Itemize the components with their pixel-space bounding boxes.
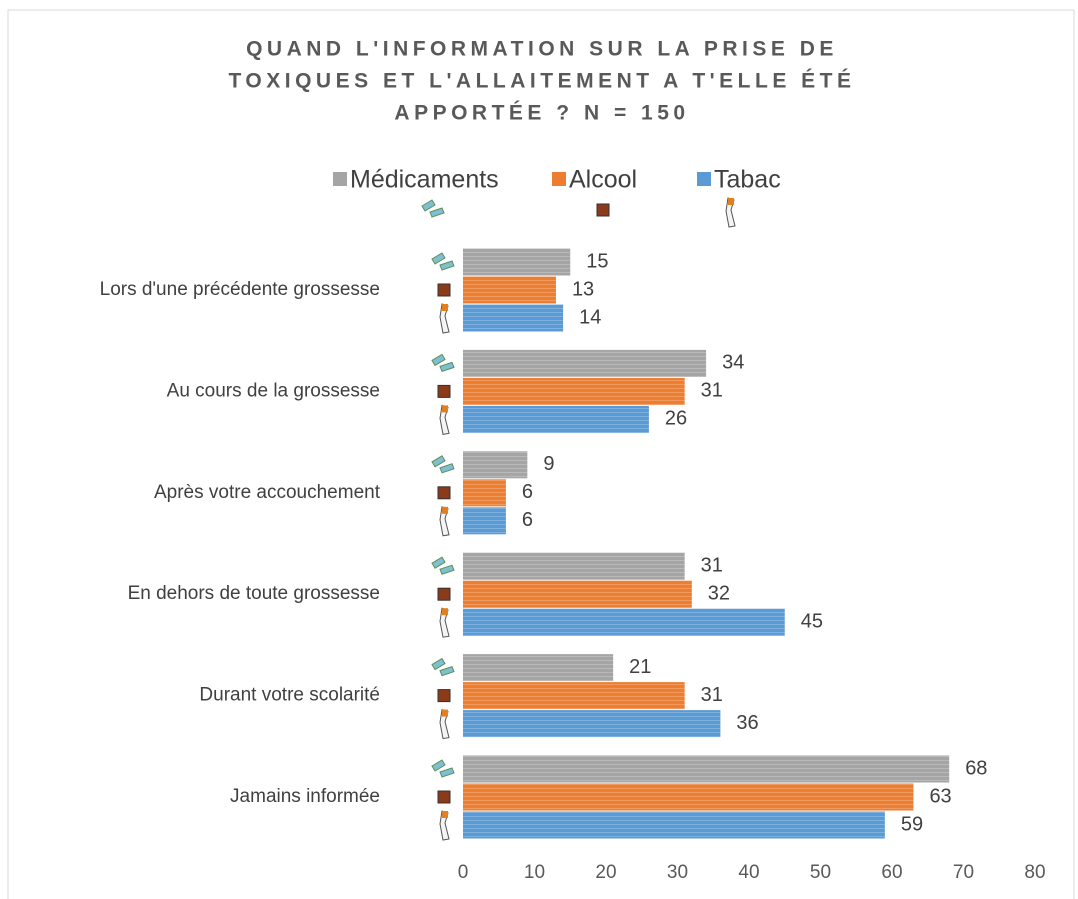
value-label: 6: [522, 509, 533, 531]
value-label: 68: [965, 757, 987, 779]
icon: [442, 709, 448, 717]
legend-swatch: [333, 172, 347, 186]
bar-texture: [463, 783, 914, 811]
bar-texture: [463, 811, 885, 839]
icon: [431, 252, 455, 271]
x-tick-label: 10: [524, 862, 545, 883]
icon: [728, 198, 734, 205]
bar-texture: [463, 349, 707, 377]
x-tick-label: 50: [810, 862, 831, 883]
category-label: En dehors de toute grossesse: [128, 583, 380, 604]
bar-texture: [463, 405, 649, 433]
icon: [437, 486, 451, 500]
bar-texture: [463, 377, 685, 405]
icon: [437, 384, 451, 398]
x-tick-label: 70: [953, 862, 974, 883]
category-label: Au cours de la grossesse: [167, 380, 380, 401]
bar-texture: [463, 479, 506, 507]
bar-texture: [463, 451, 528, 479]
value-label: 31: [701, 380, 723, 402]
chart-title: TOXIQUES ET L'ALLAITEMENT A T'ELLE ÉTÉ: [228, 70, 855, 93]
category-label: Durant votre scolarité: [199, 685, 380, 706]
icon: [442, 608, 448, 616]
legend-label: Alcool: [569, 166, 637, 194]
value-label: 32: [708, 582, 730, 604]
icon: [431, 657, 455, 677]
value-label: 6: [522, 481, 533, 503]
bar-texture: [463, 710, 721, 738]
value-label: 26: [665, 408, 687, 430]
icon: [431, 556, 455, 575]
icon: [442, 304, 448, 311]
x-tick-label: 60: [881, 862, 902, 883]
x-tick-label: 30: [667, 862, 688, 883]
icon: [596, 203, 610, 217]
value-label: 45: [801, 610, 823, 632]
icon: [431, 455, 455, 474]
icon: [421, 199, 445, 218]
bar-texture: [463, 304, 564, 332]
category-label: Jamains informée: [230, 786, 380, 807]
value-label: 63: [929, 785, 951, 807]
bar-texture: [463, 580, 692, 608]
icon: [431, 759, 455, 778]
legend-swatch: [552, 172, 566, 186]
legend-label: Tabac: [714, 166, 781, 194]
icon: [437, 587, 451, 601]
value-label: 34: [722, 352, 744, 374]
legend-label: Médicaments: [350, 166, 499, 194]
bar-texture: [463, 608, 785, 636]
value-label: 36: [736, 712, 758, 734]
icon: [442, 405, 448, 413]
bar-texture: [463, 682, 685, 710]
x-tick-label: 0: [458, 862, 469, 883]
icon: [437, 790, 451, 804]
value-label: 14: [579, 306, 601, 328]
bar-texture: [463, 276, 556, 304]
value-label: 31: [701, 554, 723, 576]
chart-title: APPORTÉE ? N = 150: [394, 102, 689, 125]
bar-texture: [463, 507, 506, 535]
icon: [437, 689, 451, 703]
value-label: 21: [629, 656, 651, 678]
icon: [437, 283, 451, 297]
x-tick-label: 80: [1024, 862, 1045, 883]
value-label: 13: [572, 278, 594, 300]
x-tick-label: 40: [738, 862, 759, 883]
chart-title: QUAND L'INFORMATION SUR LA PRISE DE: [246, 38, 838, 61]
value-label: 59: [901, 813, 923, 835]
bar-texture: [463, 755, 950, 783]
icon: [442, 506, 448, 514]
icon: [431, 353, 455, 373]
icon: [442, 811, 448, 818]
bar-texture: [463, 552, 685, 580]
category-label: Lors d'une précédente grossesse: [100, 279, 380, 300]
legend-swatch: [697, 172, 711, 186]
bar-texture: [463, 248, 571, 276]
value-label: 15: [586, 250, 608, 272]
value-label: 31: [701, 684, 723, 706]
bar-texture: [463, 654, 614, 682]
x-tick-label: 20: [595, 862, 616, 883]
chart-frame: [7, 9, 1075, 899]
value-label: 9: [543, 453, 554, 475]
category-label: Après votre accouchement: [154, 482, 381, 503]
